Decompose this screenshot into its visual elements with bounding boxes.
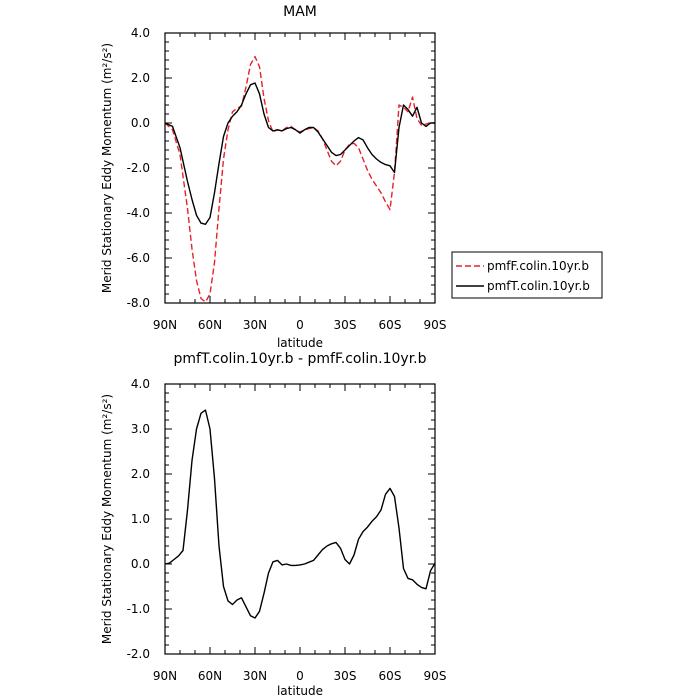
x-tick-label: 30N [243, 318, 267, 332]
x-tick-label: 90S [424, 318, 447, 332]
x-tick-label: 60S [379, 318, 402, 332]
top-chart-series [164, 55, 435, 303]
y-tick-label: -6.0 [127, 251, 150, 265]
bottom-chart-ylabel: Merid Stationary Eddy Momentum (m²/s²) [100, 394, 114, 644]
series-line-0 [164, 55, 435, 303]
y-tick-label: -1.0 [127, 602, 150, 616]
x-tick-label: 60S [379, 669, 402, 683]
y-tick-label: 2.0 [131, 71, 150, 85]
y-tick-label: -8.0 [127, 296, 150, 310]
y-tick-label: 0.0 [131, 557, 150, 571]
x-tick-label: 90N [153, 669, 177, 683]
panel-bottom-chart: pmfT.colin.10yr.b - pmfF.colin.10yr.b Me… [100, 351, 446, 698]
top-chart-legend: pmfF.colin.10yr.b pmfT.colin.10yr.b [451, 251, 603, 299]
series-line-1 [164, 82, 435, 226]
x-tick-label: 30S [334, 318, 357, 332]
y-tick-label: -2.0 [127, 161, 150, 175]
x-tick-label: 30S [334, 669, 357, 683]
panel-top-chart: MAM Merid Stationary Eddy Momentum (m²/s… [100, 4, 603, 350]
x-tick-label: 0 [296, 318, 304, 332]
x-tick-label: 90N [153, 318, 177, 332]
bottom-chart-ticks: 90N 60N 30N 0 30S 60S 90S -2.0 -1.0 0.0 1.0 2.0 3.0 4… [127, 377, 447, 683]
y-tick-label: 0.0 [131, 116, 150, 130]
bottom-chart-frame [164, 383, 436, 655]
series-line-0 [164, 409, 436, 619]
x-tick-label: 30N [243, 669, 267, 683]
y-tick-label: -2.0 [127, 647, 150, 661]
top-chart-xlabel: latitude [277, 336, 323, 350]
bottom-chart-xlabel: latitude [277, 684, 323, 698]
legend-box [451, 251, 603, 299]
top-chart-ticks: 90N 60N 30N 0 30S 60S 90S -8.0 -6.0 -4.0 -2.0 0.0 2.… [127, 26, 447, 332]
x-tick-label: 0 [296, 669, 304, 683]
y-tick-label: -4.0 [127, 206, 150, 220]
bottom-chart-title: pmfT.colin.10yr.b - pmfF.colin.10yr.b [174, 351, 427, 367]
legend-label-pmfF: pmfF.colin.10yr.b [487, 259, 589, 273]
top-chart-frame [164, 32, 436, 304]
y-tick-label: 2.0 [131, 467, 150, 481]
y-tick-label: 3.0 [131, 422, 150, 436]
bottom-chart-series [164, 409, 436, 619]
top-chart-title: MAM [283, 4, 317, 20]
top-chart-ylabel: Merid Stationary Eddy Momentum (m²/s²) [100, 43, 114, 293]
x-tick-label: 60N [198, 318, 222, 332]
legend-label-pmfT: pmfT.colin.10yr.b [487, 279, 590, 293]
y-tick-label: 4.0 [131, 26, 150, 40]
x-tick-label: 60N [198, 669, 222, 683]
y-tick-label: 4.0 [131, 377, 150, 391]
x-tick-label: 90S [424, 669, 447, 683]
y-tick-label: 1.0 [131, 512, 150, 526]
